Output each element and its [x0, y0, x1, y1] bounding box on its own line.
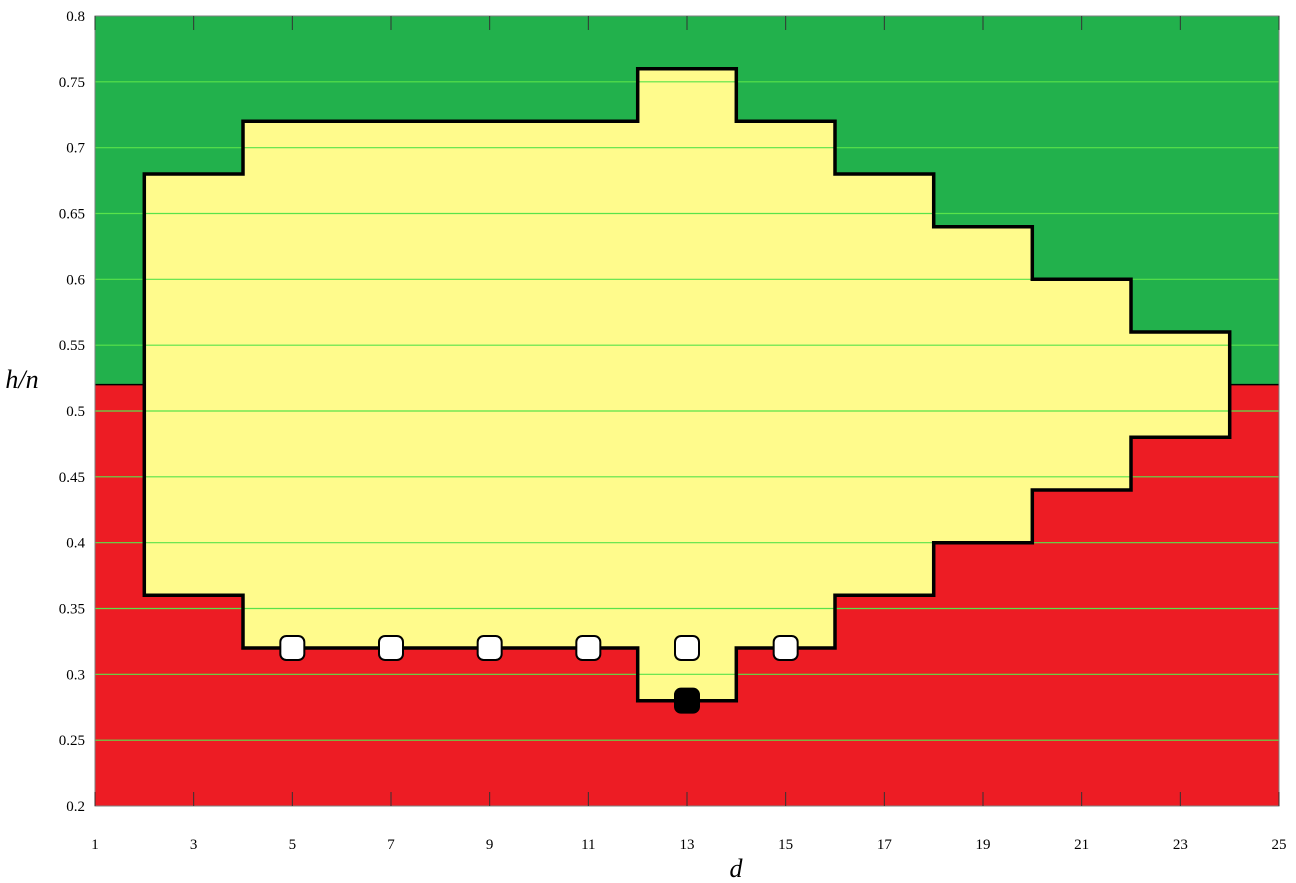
open-point: [575, 635, 602, 661]
y-tick-label: 0.75: [59, 75, 85, 91]
x-tick-label: 7: [387, 837, 395, 853]
x-axis-label: d: [730, 854, 744, 883]
y-tick-label: 0.7: [66, 141, 85, 157]
x-tick-label: 15: [778, 837, 793, 853]
x-tick-label: 1: [91, 837, 99, 853]
y-axis-label: h/n: [5, 365, 38, 394]
x-tick-label: 25: [1272, 837, 1287, 853]
y-tick-label: 0.55: [59, 338, 85, 354]
y-tick-label: 0.2: [66, 799, 85, 815]
y-tick-label: 0.35: [59, 602, 85, 618]
y-tick-label: 0.25: [59, 733, 85, 749]
tick-marks: [94, 15, 1280, 807]
y-tick-label: 0.5: [66, 404, 85, 420]
open-point: [476, 635, 503, 661]
y-tick-label: 0.45: [59, 470, 85, 486]
open-point: [772, 635, 799, 661]
open-point: [378, 635, 404, 661]
x-tick-labels: 1 3 5 7 9 11 13 15 17 19 21 23 25: [91, 837, 1286, 853]
x-tick-label: 19: [976, 837, 991, 853]
x-tick-label: 17: [877, 837, 893, 853]
filled-point: [674, 687, 700, 714]
x-tick-label: 21: [1074, 837, 1089, 853]
x-tick-label: 9: [486, 837, 494, 853]
region-boundary: [142, 66, 1232, 703]
x-tick-label: 13: [680, 837, 695, 853]
x-tick-label: 11: [581, 837, 595, 853]
y-tick-label: 0.65: [59, 207, 85, 223]
y-tick-label: 0.6: [66, 272, 85, 288]
y-tick-label: 0.4: [66, 536, 85, 552]
y-tick-label: 0.3: [66, 667, 85, 683]
x-tick-label: 23: [1173, 837, 1188, 853]
y-tick-labels: 0.2 0.25 0.3 0.35 0.4 0.45 0.5 0.55 0.6 0.65 0.7 0.…: [59, 9, 86, 815]
data-points: [279, 635, 799, 714]
y-tick-label: 0.8: [66, 9, 85, 25]
region-boundary-line: [142, 66, 1232, 703]
open-point: [279, 635, 306, 661]
x-tick-label: 3: [190, 837, 198, 853]
open-point: [674, 635, 700, 661]
x-tick-label: 5: [289, 837, 297, 853]
